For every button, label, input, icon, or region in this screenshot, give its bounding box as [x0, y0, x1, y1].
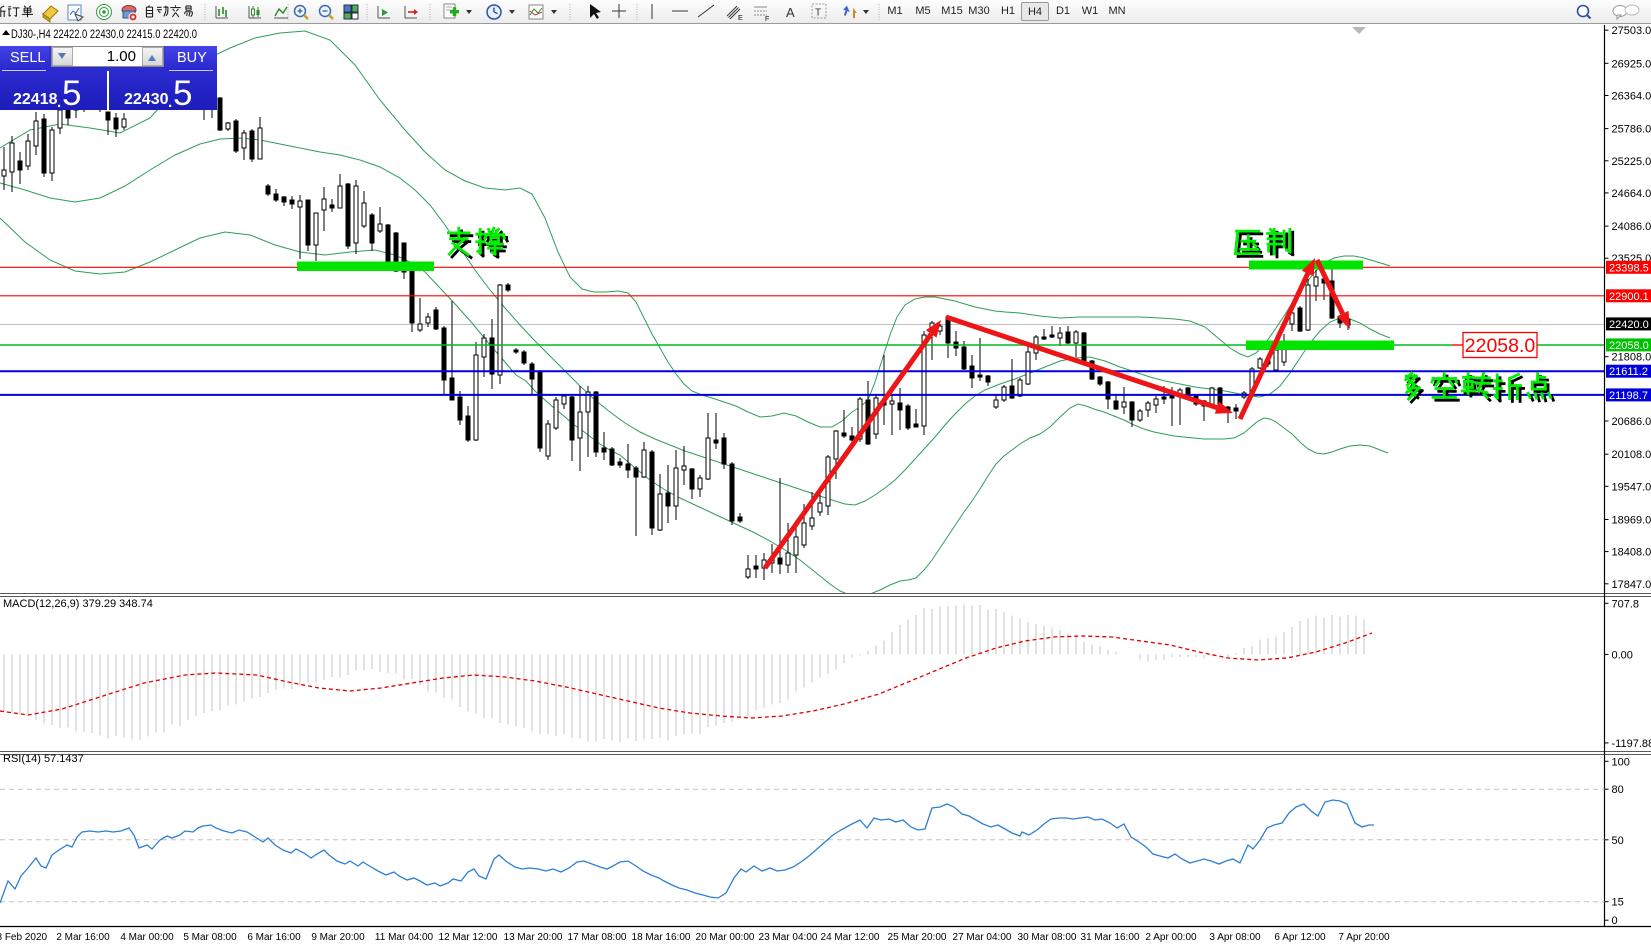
svg-text:2 Apr 00:00: 2 Apr 00:00 [1145, 932, 1197, 943]
svg-text:T: T [815, 8, 821, 19]
svg-text:24086.0: 24086.0 [1612, 221, 1651, 233]
svg-text:RSI(14) 57.1437: RSI(14) 57.1437 [3, 753, 84, 765]
svg-text:26364.0: 26364.0 [1612, 91, 1651, 103]
svg-text:30 Mar 08:00: 30 Mar 08:00 [1018, 932, 1077, 943]
svg-text:0: 0 [1612, 915, 1618, 927]
svg-text:24 Mar 12:00: 24 Mar 12:00 [821, 932, 880, 943]
svg-text:100: 100 [1612, 756, 1630, 768]
svg-text:18 Mar 16:00: 18 Mar 16:00 [632, 932, 691, 943]
svg-text:22420.0: 22420.0 [1609, 319, 1649, 331]
svg-text:23 Mar 04:00: 23 Mar 04:00 [759, 932, 818, 943]
svg-text:80: 80 [1612, 784, 1624, 796]
svg-text:22058.0: 22058.0 [1609, 340, 1649, 352]
svg-text:12 Mar 12:00: 12 Mar 12:00 [439, 932, 498, 943]
svg-text:21198.7: 21198.7 [1609, 390, 1648, 402]
svg-text:28 Feb 2020: 28 Feb 2020 [0, 932, 48, 943]
svg-text:6 Apr 12:00: 6 Apr 12:00 [1274, 932, 1326, 943]
svg-text:27503.0: 27503.0 [1612, 25, 1651, 37]
svg-text:27 Mar 04:00: 27 Mar 04:00 [953, 932, 1012, 943]
svg-text:2 Mar 16:00: 2 Mar 16:00 [56, 932, 110, 943]
svg-text:4 Mar 00:00: 4 Mar 00:00 [120, 932, 174, 943]
svg-text:0.00: 0.00 [1612, 649, 1633, 661]
svg-text:50: 50 [1612, 835, 1624, 847]
svg-text:-1197.88: -1197.88 [1612, 738, 1651, 750]
svg-text:24664.0: 24664.0 [1612, 188, 1651, 200]
svg-text:25786.0: 25786.0 [1612, 124, 1651, 136]
svg-text:17 Mar 08:00: 17 Mar 08:00 [568, 932, 627, 943]
svg-text:22900.1: 22900.1 [1609, 291, 1649, 303]
svg-text:21808.0: 21808.0 [1612, 352, 1651, 364]
svg-text:18408.0: 18408.0 [1612, 547, 1651, 559]
svg-text:F: F [765, 16, 769, 23]
svg-text:3 Apr 08:00: 3 Apr 08:00 [1209, 932, 1261, 943]
svg-text:20 Mar 00:00: 20 Mar 00:00 [696, 932, 755, 943]
svg-text:20108.0: 20108.0 [1612, 449, 1651, 461]
svg-text:31 Mar 16:00: 31 Mar 16:00 [1081, 932, 1140, 943]
svg-text:9 Mar 20:00: 9 Mar 20:00 [311, 932, 365, 943]
svg-text:20686.0: 20686.0 [1612, 416, 1651, 428]
svg-text:25 Mar 20:00: 25 Mar 20:00 [888, 932, 947, 943]
svg-text:6 Mar 16:00: 6 Mar 16:00 [247, 932, 301, 943]
svg-text:18969.0: 18969.0 [1612, 515, 1651, 527]
svg-text:26925.0: 26925.0 [1612, 58, 1651, 70]
svg-text:21611.2: 21611.2 [1609, 366, 1648, 378]
svg-text:707.8: 707.8 [1612, 598, 1640, 610]
svg-text:E: E [738, 15, 743, 22]
svg-text:25225.0: 25225.0 [1612, 156, 1651, 168]
svg-text:11 Mar 04:00: 11 Mar 04:00 [375, 932, 434, 943]
svg-text:MACD(12,26,9) 379.29 348.74: MACD(12,26,9) 379.29 348.74 [3, 598, 153, 610]
svg-text:13 Mar 20:00: 13 Mar 20:00 [504, 932, 563, 943]
svg-text:5 Mar 08:00: 5 Mar 08:00 [183, 932, 237, 943]
svg-text:23398.5: 23398.5 [1609, 262, 1649, 274]
svg-text:17847.0: 17847.0 [1612, 579, 1651, 591]
svg-text:A: A [786, 5, 795, 20]
svg-text:7 Apr 20:00: 7 Apr 20:00 [1338, 932, 1390, 943]
svg-text:DJ30-,H4 22422.0 22430.0 2241: DJ30-,H4 22422.0 22430.0 22415.0 22420.0 [11, 29, 197, 41]
svg-text:19547.0: 19547.0 [1612, 481, 1651, 493]
svg-text:15: 15 [1612, 897, 1624, 909]
svg-text:22058.0: 22058.0 [1465, 335, 1536, 357]
